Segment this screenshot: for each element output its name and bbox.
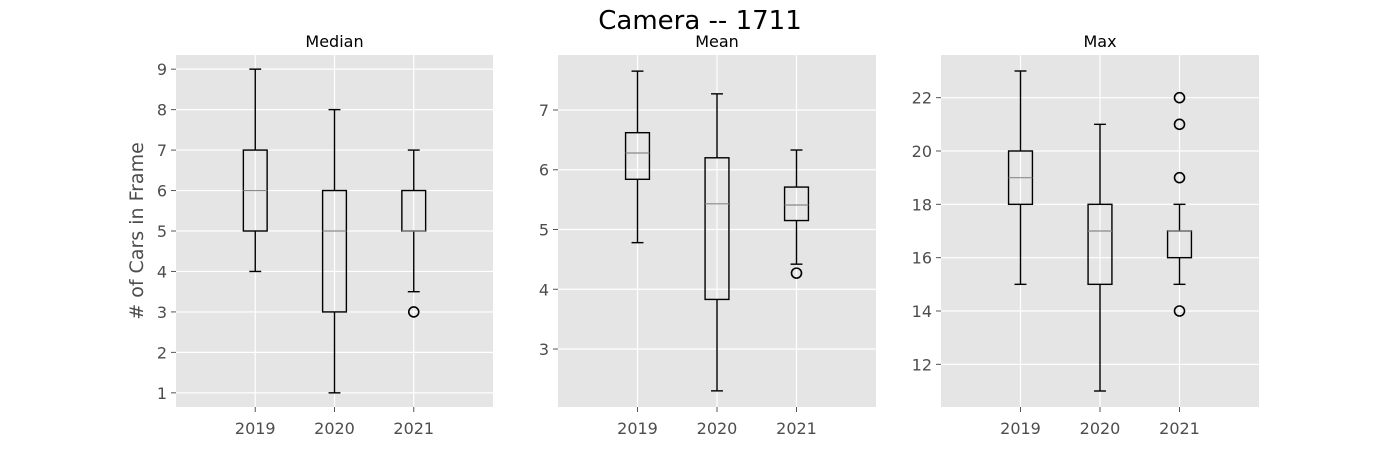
x-tick-label-mean: 2019 [617,419,658,438]
y-tick-label-median: 4 [157,262,167,281]
box-median-2021 [401,149,427,318]
y-tick-label-max: 18 [912,195,932,214]
outlier-point [407,306,420,318]
x-tick-label-median: 2019 [235,419,276,438]
y-axis-label: # of Cars in Frame [126,142,148,320]
iqr-box [783,186,810,222]
box-median-2020 [321,108,348,394]
box-max-2020 [1087,123,1113,392]
ticks-max: 12 14 16 18 20 22 2019 2020 2021 [912,89,1200,438]
outlier-point [1173,171,1186,184]
outlier-point [1173,91,1186,104]
x-tick-label-mean: 2020 [697,419,738,438]
x-tick-label-mean: 2021 [776,419,817,438]
boxes-mean [624,70,810,392]
box-max-2021 [1166,91,1193,317]
iqr-box [704,157,730,301]
ticks-mean: 3 4 5 6 7 2019 2020 2021 [539,101,817,438]
y-tick-label-max: 12 [912,355,932,374]
y-tick-label-median: 8 [157,101,167,120]
y-tick-label-median: 5 [157,222,167,241]
y-tick-label-median: 1 [157,384,167,403]
y-tick-label-mean: 3 [539,340,549,359]
panel-max: Max 12 14 16 18 20 22 2019 2020 2021 [912,32,1259,438]
y-tick-label-median: 2 [157,343,167,362]
panel-mean: Mean 3 4 5 6 7 2019 2020 2021 [539,32,876,438]
y-tick-label-median: 3 [157,303,167,322]
panel-median: Median # of Cars in Frame 1 2 3 4 5 6 7 8 9 2019 2… [126,32,493,438]
outlier-point [790,267,803,279]
y-tick-label-mean: 4 [539,280,549,299]
panel-title-median: Median [305,32,363,51]
x-tick-label-median: 2020 [314,419,355,438]
box-mean-2021 [783,149,810,279]
x-tick-label-max: 2020 [1080,419,1121,438]
box-mean-2019 [624,70,651,244]
box-max-2019 [1007,70,1034,286]
y-tick-label-max: 20 [912,142,932,161]
y-tick-label-max: 14 [912,302,932,321]
y-tick-label-mean: 5 [539,221,549,240]
y-tick-label-mean: 7 [539,101,549,120]
y-tick-label-median: 9 [157,60,167,79]
outlier-point [1173,118,1186,131]
box-mean-2020 [704,93,730,392]
y-tick-label-max: 16 [912,249,932,268]
boxes-median [242,68,427,394]
x-tick-label-max: 2019 [1000,419,1041,438]
y-tick-label-median: 7 [157,141,167,160]
box-median-2019 [242,68,268,273]
panel-title-max: Max [1083,32,1116,51]
ticks-median: 1 2 3 4 5 6 7 8 9 2019 2020 2021 [157,60,434,438]
y-tick-label-max: 22 [912,89,932,108]
iqr-box [321,189,348,313]
figure-title: Camera -- 1711 [598,6,802,36]
iqr-box [624,131,651,181]
outlier-point [1173,305,1186,317]
iqr-box [1087,203,1113,286]
x-tick-label-max: 2021 [1159,419,1200,438]
panel-title-mean: Mean [695,32,739,51]
y-tick-label-mean: 6 [539,161,549,180]
x-tick-label-median: 2021 [393,419,434,438]
boxes-max [1007,70,1193,392]
y-tick-label-median: 6 [157,182,167,201]
